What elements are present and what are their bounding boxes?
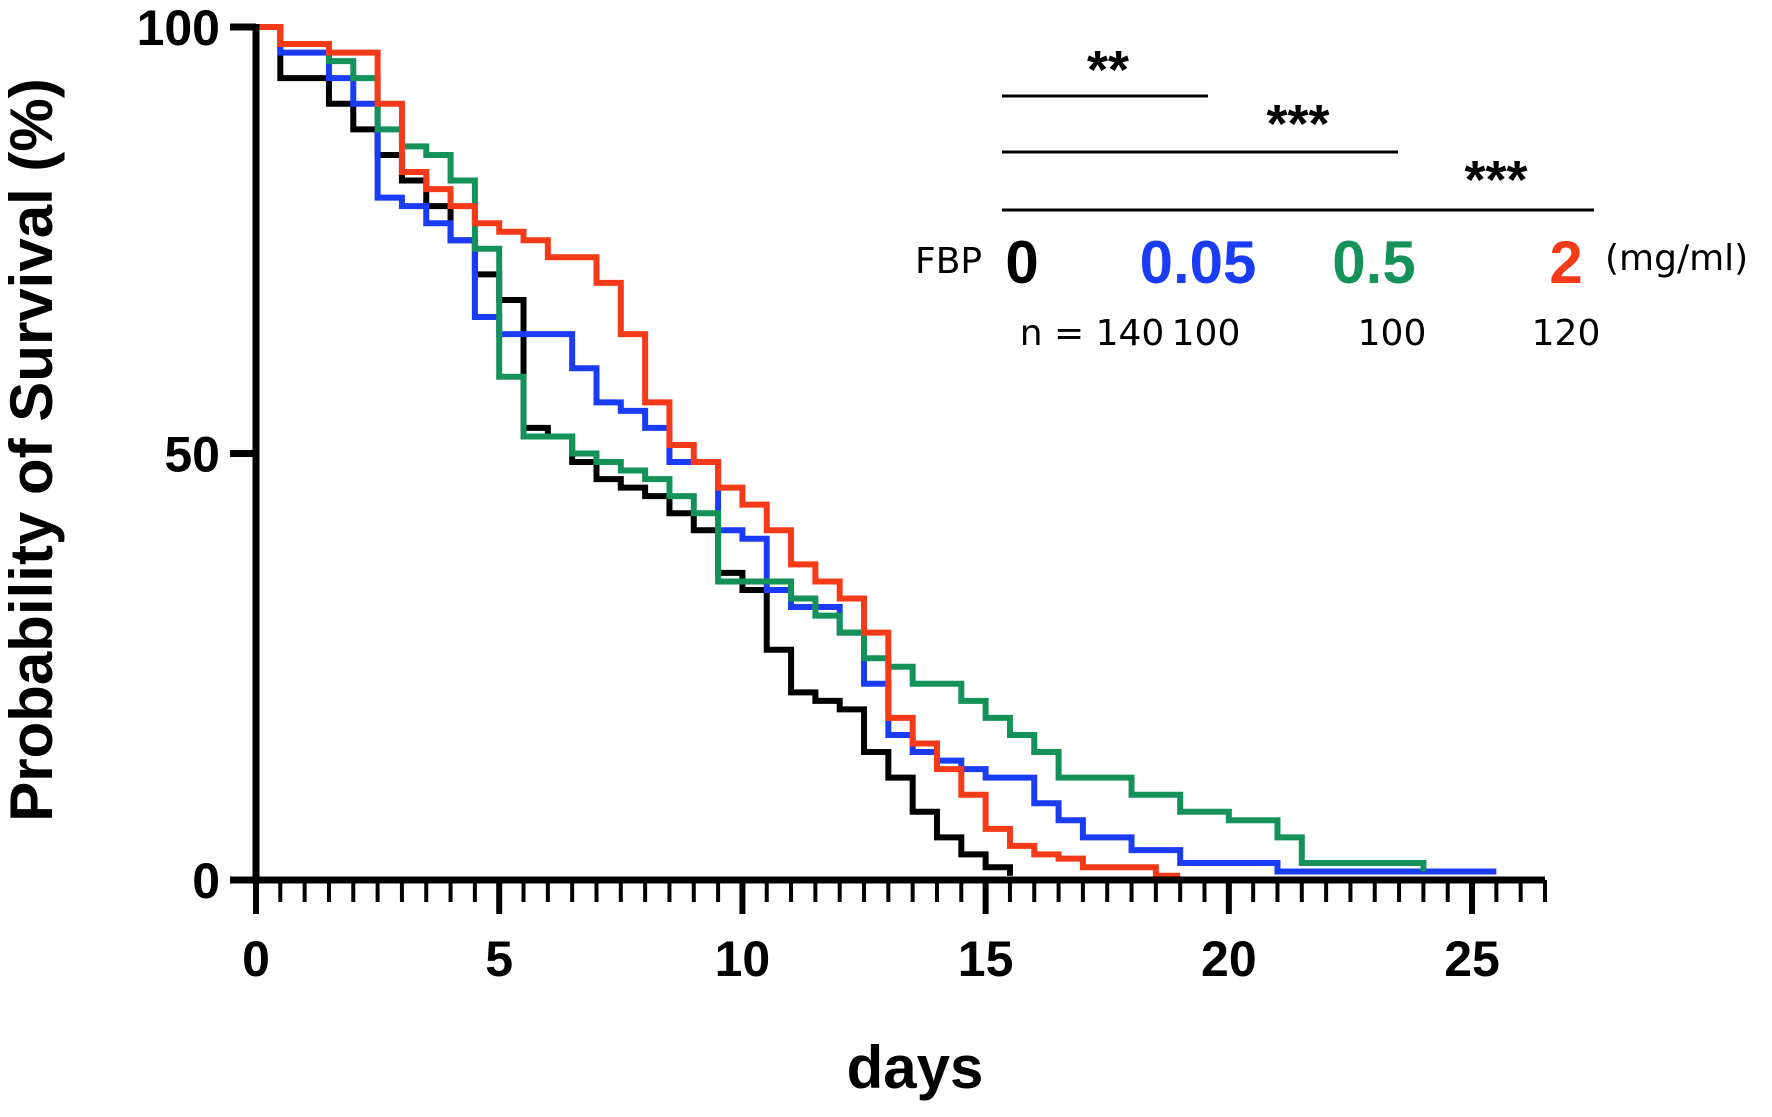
significance-label-1: *** <box>1266 94 1329 154</box>
x-axis-title: days <box>847 1034 984 1101</box>
legend-unit: (mg/ml) <box>1605 238 1748 279</box>
survival-curve-2 <box>256 24 1427 872</box>
legend-n-3: 120 <box>1532 313 1601 354</box>
y-tick-label-0: 0 <box>192 853 220 909</box>
axes <box>230 23 1545 884</box>
legend-dose-2: 0.5 <box>1332 229 1415 296</box>
survival-curves <box>256 24 1497 879</box>
x-tick-label-15: 15 <box>958 931 1014 987</box>
survival-curve-0 <box>256 24 1013 876</box>
legend-n-1: 100 <box>1172 313 1241 354</box>
x-tick-label-0: 0 <box>242 931 270 987</box>
survival-curve-1 <box>256 24 1497 875</box>
x-tick-label-20: 20 <box>1201 931 1257 987</box>
y-axis-title: Probability of Survival (%) <box>0 78 65 821</box>
legend-entries: 0 n = 140 0.05 100 0.5 100 2 120 <box>1005 229 1600 354</box>
survival-curve-3 <box>256 24 1181 879</box>
legend-prefix: FBP <box>915 241 982 282</box>
y-tick-label-100: 100 <box>137 0 220 56</box>
legend-n-0: n = 140 <box>1020 313 1165 354</box>
legend-n-2: 100 <box>1358 313 1427 354</box>
y-tick-label-50: 50 <box>164 427 220 483</box>
legend-dose-0: 0 <box>1005 229 1038 296</box>
x-tick-label-25: 25 <box>1444 931 1500 987</box>
x-tick-marks <box>253 880 1547 914</box>
legend-dose-3: 2 <box>1549 229 1582 296</box>
significance-label-0: ** <box>1087 40 1129 100</box>
significance-label-2: *** <box>1464 150 1527 210</box>
significance-brackets: ******** <box>1002 40 1594 212</box>
legend-dose-1: 0.05 <box>1140 229 1257 296</box>
x-tick-label-10: 10 <box>715 931 771 987</box>
tick-labels: 0 50 100 0 5 10 15 20 25 <box>137 0 1500 987</box>
legend: FBP (mg/ml) 0 n = 140 0.05 100 0.5 100 2 120 <box>915 229 1748 354</box>
x-tick-label-5: 5 <box>485 931 513 987</box>
